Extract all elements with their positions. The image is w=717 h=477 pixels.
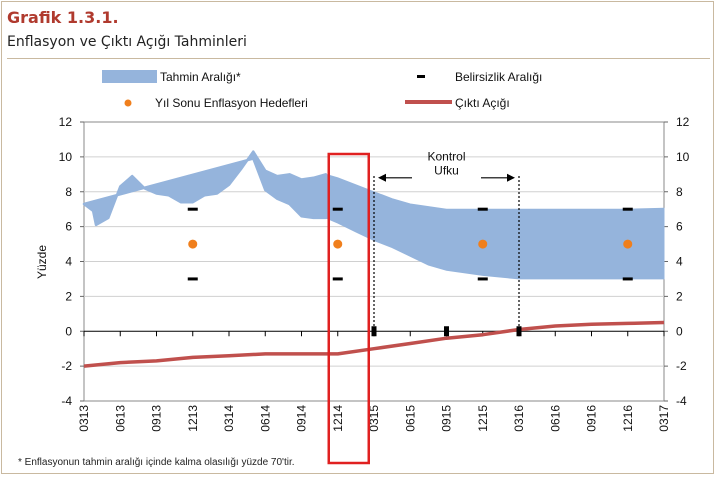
zero-mark [516, 326, 522, 337]
x-tick-label: 0615 [403, 405, 417, 432]
target-point [188, 239, 198, 249]
uncertainty-mark [332, 277, 343, 281]
legend-uncertainty-swatch [417, 75, 425, 78]
title-rule [7, 58, 710, 59]
control-horizon [373, 173, 520, 332]
x-tick-label: 1215 [476, 405, 490, 432]
x-tick-label: 0913 [150, 405, 164, 432]
legend: Tahmin Aralığı* Belirsizlik Aralığı Yıl … [102, 70, 542, 110]
uncertainty-mark [477, 277, 488, 281]
output-gap-line [83, 320, 665, 368]
band-forecast [325, 173, 665, 280]
legend-band-swatch [102, 70, 157, 83]
target-point [478, 239, 488, 249]
x-tick-label: 0314 [222, 405, 236, 432]
x-axis: 0313 0613 0913 1213 0314 0614 0914 1214 0315 0615… [77, 331, 671, 432]
x-tick-label: 0915 [440, 405, 454, 432]
y-tick-label: 0 [676, 324, 683, 338]
y-tick-label: 2 [676, 289, 683, 303]
uncertainty-mark [187, 207, 198, 211]
y-axis-right: -4 -2 0 2 4 6 8 10 12 [664, 115, 690, 408]
x-tick-label: 0316 [512, 405, 526, 432]
output-gap-series [83, 320, 665, 368]
x-tick-label: 0313 [77, 405, 91, 432]
uncertainty-marks [187, 207, 633, 337]
legend-target-label: Yıl Sonu Enflasyon Hedefleri [155, 96, 308, 110]
uncertainty-mark [187, 277, 198, 281]
y-tick-label: 6 [676, 220, 683, 234]
y-tick-label: 6 [65, 220, 72, 234]
y-tick-label: -4 [676, 394, 687, 408]
y-tick-label: 4 [676, 255, 683, 269]
y-tick-label: 12 [676, 115, 690, 129]
y-tick-label: 12 [59, 115, 73, 129]
control-horizon-label-2: Ufku [434, 163, 459, 177]
uncertainty-mark [332, 207, 343, 211]
x-tick-label: 0916 [585, 405, 599, 432]
zero-mark [371, 326, 377, 337]
x-tick-label: 0614 [258, 405, 272, 432]
uncertainty-mark [622, 277, 633, 281]
y-tick-label: -2 [676, 359, 687, 373]
x-tick-label: 0613 [113, 405, 127, 432]
y-tick-label: 2 [65, 289, 72, 303]
y-tick-label: 10 [59, 150, 73, 164]
zero-mark [444, 326, 449, 337]
horizon-arrowhead [507, 173, 515, 182]
legend-gap-label: Çıktı Açığı [455, 96, 510, 110]
target-point [623, 239, 633, 249]
band-history [82, 150, 328, 227]
y-tick-label: 8 [65, 185, 72, 199]
y-tick-label: 4 [65, 255, 72, 269]
x-tick-label: 1214 [331, 405, 345, 432]
x-tick-label: 0914 [295, 405, 309, 432]
x-tick-label: 0616 [548, 405, 562, 432]
y-tick-label: 0 [65, 324, 72, 338]
x-tick-label: 1213 [186, 405, 200, 432]
inflation-targets [188, 239, 633, 249]
y-tick-label: -4 [61, 394, 72, 408]
legend-target-swatch [124, 99, 132, 107]
y-tick-label: -2 [61, 359, 72, 373]
y-tick-label: 8 [676, 185, 683, 199]
uncertainty-mark [477, 207, 488, 211]
x-tick-label: 0317 [657, 405, 671, 432]
y-axis-left: -4 -2 0 2 4 6 8 10 12 [59, 115, 84, 408]
y-axis-label: Yüzde [35, 245, 49, 279]
uncertainty-mark [622, 207, 633, 211]
legend-band-label: Tahmin Aralığı* [160, 70, 241, 84]
y-tick-label: 10 [676, 150, 690, 164]
footnote: * Enflasyonun tahmin aralığı içinde kalm… [18, 457, 295, 468]
x-tick-label: 1216 [621, 405, 635, 432]
control-horizon-label-1: Kontrol [427, 149, 465, 163]
target-point [333, 239, 343, 249]
highlight-box [327, 152, 370, 465]
legend-uncertainty-label: Belirsizlik Aralığı [455, 70, 542, 84]
x-tick-label: 0315 [367, 405, 381, 432]
figure-title: Grafik 1.3.1. [7, 8, 119, 27]
forecast-band [82, 150, 665, 280]
figure-subtitle: Enflasyon ve Çıktı Açığı Tahminleri [7, 34, 247, 50]
horizon-arrowhead [378, 173, 386, 182]
